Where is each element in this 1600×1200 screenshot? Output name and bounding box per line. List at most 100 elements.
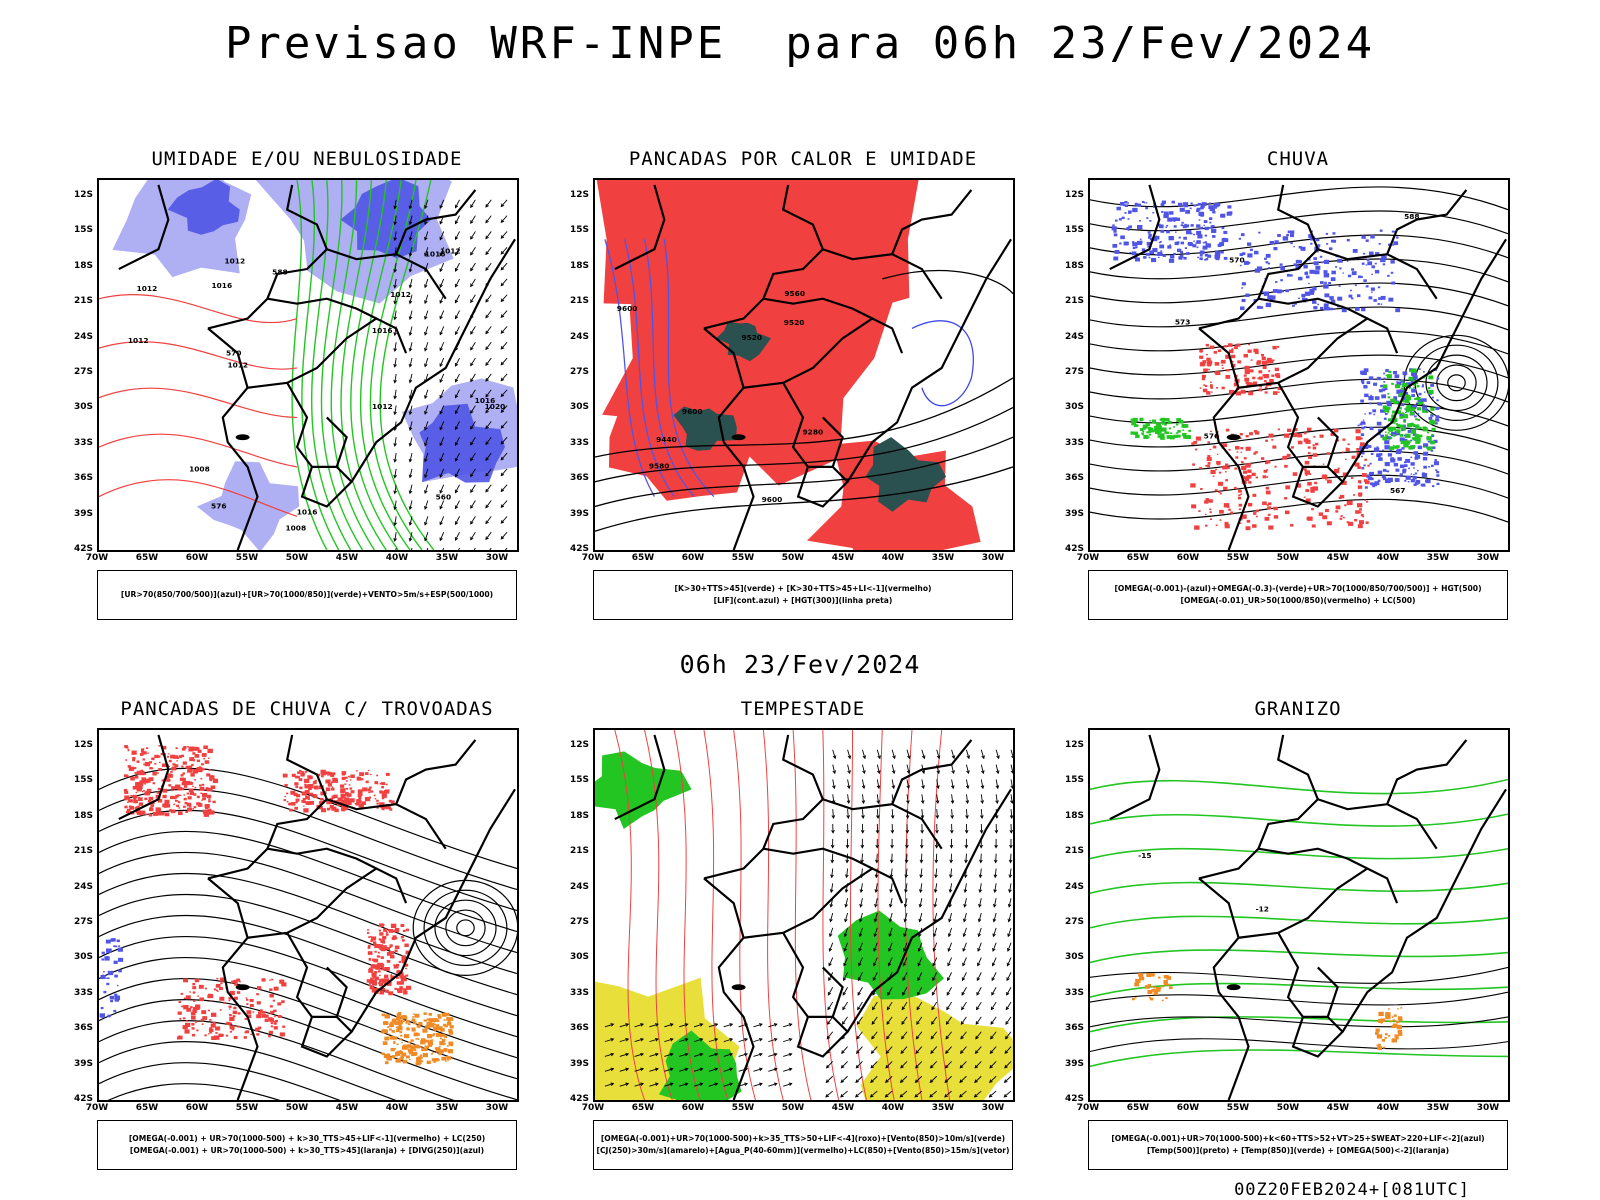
latitude-tick-label: 21S	[73, 296, 93, 307]
latitude-tick-label: 12S	[569, 190, 589, 200]
temp500-contour-label: -12	[1256, 904, 1269, 913]
latitude-tick-label: 30S	[73, 402, 93, 413]
longitude-tick-label: 50W	[781, 1103, 805, 1113]
temp-500-contour	[1090, 966, 1508, 984]
legend-line-2: [OMEGA(-0.001) + UR>70(1000-500) + k>30_…	[129, 1146, 485, 1155]
latitude-tick-label: 27S	[1064, 917, 1084, 927]
longitude-tick-label: 70W	[1076, 553, 1100, 563]
latitude-tick-label: 12S	[569, 740, 589, 750]
latitude-tick-label: 27S	[73, 917, 93, 927]
latitude-tick-label: 24S	[569, 331, 589, 342]
panel-title: UMIDADE E/OU NEBULOSIDADE	[151, 148, 463, 170]
thunderstorm-red-speckles	[176, 977, 287, 1040]
temp500-contour-label: -15	[1138, 851, 1151, 860]
legend-line-2: [OMEGA(-0.01)_UR>50(1000/850)(vermelho) …	[1180, 596, 1416, 605]
hgt300-contour	[595, 436, 1013, 508]
latitude-tick-label: 33S	[569, 437, 589, 448]
pressure-contour-label: 1012	[137, 284, 158, 293]
longitude-tick-label: 50W	[1276, 553, 1300, 563]
longitude-tick-label: 60W	[1176, 1103, 1200, 1113]
latitude-tick-label: 18S	[73, 810, 93, 821]
thickness-contour	[99, 294, 298, 324]
latitude-tick-label: 15S	[1064, 775, 1084, 786]
map-panel-6: -12 -15	[1088, 728, 1510, 1102]
thickness-contour	[99, 341, 298, 370]
thunderstorm-red-speckles	[366, 923, 412, 996]
latitude-tick-label: 39S	[73, 508, 93, 519]
pressure-contour-label: 1012	[225, 256, 246, 265]
temp-850-contour	[1090, 1016, 1508, 1033]
legend-line-1: [OMEGA(-0.001)+UR>70(1000-500)+k>35_TTS>…	[600, 1134, 1006, 1143]
precipitable-water-contour	[849, 730, 867, 1100]
latitude-tick-label: 33S	[73, 987, 93, 998]
latitude-tick-label: 42S	[1064, 544, 1084, 554]
latitude-tick-label: 39S	[569, 1058, 589, 1069]
thunderstorm-orange-speckles	[381, 1012, 454, 1066]
temp-850-contour	[1090, 915, 1508, 929]
latitude-tick-label: 42S	[73, 1094, 93, 1104]
instability-red-area	[602, 249, 895, 486]
temp-850-contour	[1090, 778, 1508, 795]
legend-line-1: [OMEGA(-0.001)+UR>70(1000-500)+k<60+TTS>…	[1111, 1134, 1485, 1143]
precipitable-water-contour	[703, 730, 729, 1100]
latitude-tick-label: 36S	[569, 473, 589, 484]
longitude-tick-label: 60W	[1176, 553, 1200, 563]
longitude-tick-label: 40W	[1376, 553, 1400, 563]
latitude-tick-label: 15S	[569, 225, 589, 236]
pressure-contour-label: 1016	[372, 326, 393, 335]
longitude-tick-label: 35W	[435, 1103, 459, 1113]
pressure-contour-label: 1008	[189, 464, 210, 473]
latitude-tick-label: 18S	[569, 810, 589, 821]
map-graphic	[595, 730, 1013, 1100]
temp-500-contour	[1090, 1038, 1508, 1053]
longitude-tick-label: 50W	[781, 553, 805, 563]
omega-green-speckles	[1382, 368, 1436, 451]
longitude-tick-label: 70W	[581, 553, 605, 563]
longitude-tick-label: 50W	[285, 553, 309, 563]
longitude-tick-label: 70W	[85, 553, 109, 563]
longitude-tick-label: 40W	[881, 553, 905, 563]
longitude-tick-label: 50W	[285, 1103, 309, 1113]
longitude-tick-label: 35W	[931, 553, 955, 563]
panel-legend: [OMEGA(-0.001) + UR>70(1000-500) + k>30_…	[97, 1120, 517, 1170]
longitude-tick-label: 45W	[831, 553, 855, 563]
latitude-tick-label: 36S	[73, 1023, 93, 1034]
humidity-field-dark	[419, 403, 505, 483]
latitude-tick-label: 27S	[1064, 367, 1084, 377]
hgt300-contour	[882, 269, 1013, 295]
wind-850-green-area	[658, 1030, 742, 1100]
latitude-tick-label: 15S	[73, 225, 93, 236]
longitude-tick-label: 40W	[385, 1103, 409, 1113]
pressure-contour-label: 1016	[475, 396, 496, 405]
longitude-tick-label: 60W	[681, 1103, 705, 1113]
jet-stream-yellow-area	[856, 995, 1013, 1100]
run-time-footer: 00Z20FEB2024+[081UTC]	[1234, 1180, 1470, 1200]
low-level-humidity-contour	[311, 180, 352, 550]
low-level-humidity-contour	[330, 180, 375, 550]
pressure-contour-label: 1012	[390, 290, 411, 299]
longitude-tick-label: 40W	[1376, 1103, 1400, 1113]
panel-legend: [K>30+TTS>45](verde) + [K>30+TTS>45+LI<-…	[593, 570, 1013, 620]
latitude-tick-label: 21S	[569, 296, 589, 307]
pressure-contour-label: 1012	[440, 246, 461, 255]
hgt300-contour-label: 9560	[784, 289, 805, 298]
map-graphic: -12 -15	[1090, 734, 1508, 1100]
humidity-field-dark	[340, 180, 432, 259]
legend-line-2: [LIF](cont.azul) + [HGT(300)](linha pret…	[713, 596, 893, 605]
latitude-tick-label: 18S	[1064, 260, 1084, 271]
omega500-orange-speckles	[1375, 1007, 1403, 1050]
map-panel-1: 1012 1016 1016 1016 1016 1008 1012 1012 1012 1020…	[97, 178, 519, 552]
latitude-tick-label: 12S	[73, 740, 93, 750]
latitude-tick-label: 36S	[569, 1023, 589, 1034]
latitude-tick-label: 27S	[569, 367, 589, 377]
latitude-tick-label: 18S	[569, 260, 589, 271]
latitude-tick-label: 12S	[73, 190, 93, 200]
map-graphic: 588 576 570 567 573	[1090, 184, 1508, 550]
hgt300-contour	[595, 466, 1013, 532]
latitude-tick-label: 30S	[1064, 952, 1084, 963]
latitude-tick-label: 33S	[73, 437, 93, 448]
thickness-contour	[99, 387, 298, 419]
latitude-tick-label: 27S	[569, 917, 589, 927]
low-level-humidity-contour	[301, 180, 340, 550]
precipitable-water-contour	[673, 730, 701, 1100]
